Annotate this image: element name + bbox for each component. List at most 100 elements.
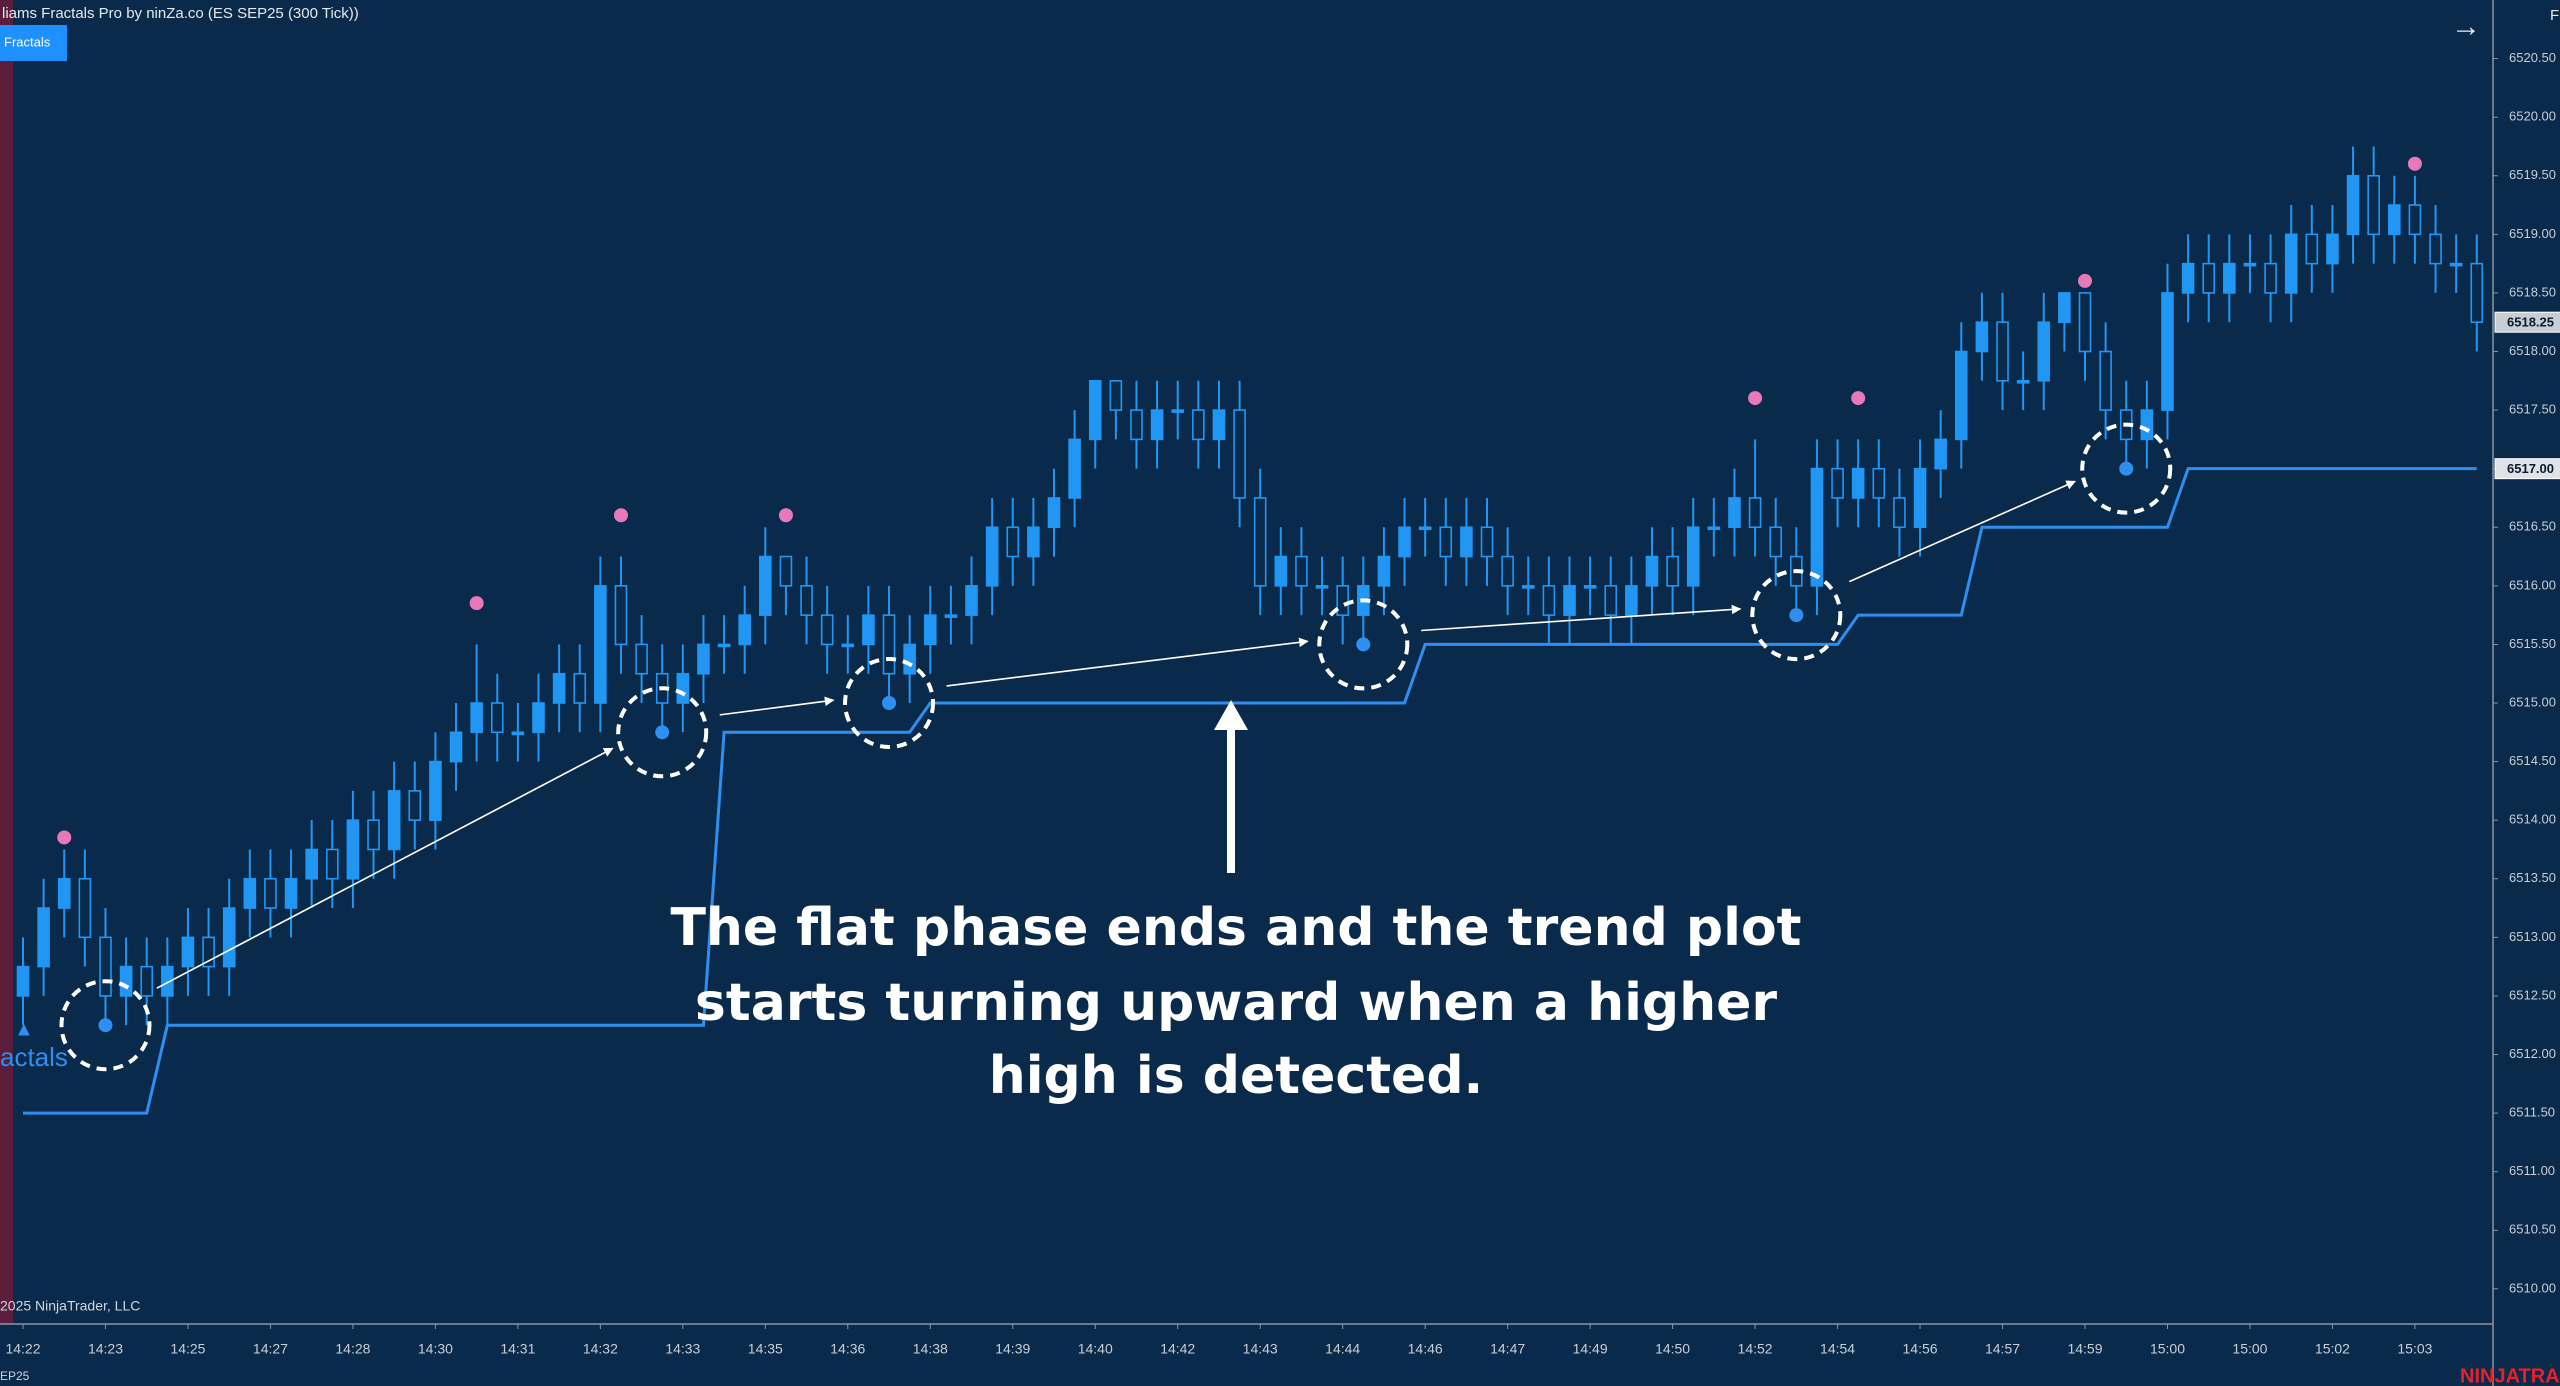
fractal-high (778, 508, 793, 523)
candle-body (2305, 233, 2319, 265)
candle-body (1253, 497, 1267, 587)
candle-body (202, 936, 215, 968)
candle-body (346, 819, 360, 880)
x-tick-label: 15:00 (2150, 1341, 2185, 1357)
candle-body (1171, 409, 1185, 413)
price-marker (2494, 458, 2560, 480)
annotation-line: The flat phase ends and the trend plot (670, 898, 1801, 958)
highlight-circle (616, 686, 709, 779)
left-strip (0, 0, 13, 1324)
candle-body (1130, 409, 1143, 441)
fractal-low (2119, 461, 2134, 476)
candle-body (1109, 379, 1123, 411)
x-tick-label: 14:22 (5, 1341, 40, 1357)
candle-body (1274, 555, 1288, 587)
candle-body (1295, 555, 1308, 587)
y-tick-label: 6514.50 (2509, 753, 2556, 768)
x-tick-label: 14:27 (253, 1341, 288, 1357)
x-tick-label: 15:03 (2397, 1341, 2432, 1357)
candle-body (1501, 555, 1514, 587)
candle-body (1728, 497, 1741, 529)
x-tick-label: 14:47 (1490, 1341, 1525, 1357)
highlight-circle (1317, 598, 1410, 691)
y-tick-label: 6514.00 (2509, 812, 2556, 827)
fractal-high (1748, 391, 1763, 406)
candle-body (1996, 321, 2009, 382)
candle-body (759, 555, 772, 616)
x-tick-label: 14:59 (2067, 1341, 2102, 1357)
candle-body (243, 877, 257, 909)
fractal-high (2407, 156, 2422, 171)
y-tick-label: 6518.00 (2509, 343, 2556, 358)
candle-body (305, 848, 318, 880)
y-tick-label: 6510.00 (2509, 1280, 2556, 1295)
x-tick-label: 14:43 (1243, 1341, 1278, 1357)
candle-body (532, 702, 545, 734)
candle-body (1851, 467, 1865, 499)
fractal-high (2078, 273, 2092, 288)
fractals-button[interactable] (0, 25, 67, 61)
y-tick-label: 6516.50 (2509, 519, 2556, 534)
candle-body (1913, 467, 1927, 529)
x-tick-label: 14:44 (1325, 1341, 1360, 1357)
candle-body (965, 585, 978, 616)
candle-body (2016, 379, 2030, 384)
annotation-line: starts turning upward when a higher (695, 973, 1778, 1033)
y-tick-label: 6515.50 (2509, 636, 2556, 651)
annotation-arrow (1421, 604, 1742, 632)
candle-body (635, 643, 648, 675)
candle-body (222, 907, 236, 968)
y-tick-label: 6511.00 (2509, 1163, 2555, 1178)
candle-body (140, 965, 154, 997)
button-label[interactable]: Fractals (4, 34, 51, 49)
candle-body (573, 672, 587, 704)
candle-body (264, 877, 277, 909)
fractal-high (57, 830, 72, 845)
candle-body (2243, 262, 2257, 267)
y-tick-label: 6513.00 (2509, 929, 2556, 944)
candle-body (903, 643, 916, 675)
highlight-circle (1750, 569, 1843, 662)
x-tick-label: 14:54 (1820, 1341, 1855, 1357)
candle-body (99, 936, 112, 997)
candle-body (1233, 409, 1246, 499)
candle-body (1006, 526, 1020, 558)
fractal-high (613, 508, 628, 523)
highlight-circle (59, 979, 152, 1072)
x-tick-label: 14:35 (748, 1341, 783, 1357)
candle-body (408, 790, 422, 821)
candle-body (1604, 585, 1618, 616)
x-tick-label: 14:30 (418, 1341, 453, 1357)
highlight-circle (2080, 422, 2173, 515)
candle-body (1398, 526, 1411, 558)
candle-body (676, 672, 690, 704)
x-tick-label: 14:39 (995, 1341, 1030, 1357)
candle-body (1769, 526, 1782, 558)
candle-body (2326, 233, 2339, 265)
legend-label: actals (0, 1042, 68, 1072)
x-tick-label: 14:38 (913, 1341, 948, 1357)
candle-body (470, 702, 483, 734)
candle-body (511, 731, 525, 736)
candle-body (944, 614, 958, 618)
x-tick-label: 14:40 (1078, 1341, 1113, 1357)
candle-body (1336, 585, 1349, 616)
candle-body (2408, 204, 2422, 236)
candle-body (1583, 585, 1597, 589)
corner-text: F (2550, 7, 2559, 24)
price-marker-label: 6517.00 (2507, 461, 2554, 476)
nav-arrow[interactable]: → (2451, 10, 2481, 43)
candle-body (1418, 526, 1432, 531)
candle-body (284, 877, 298, 909)
candle-body (1480, 526, 1494, 558)
x-tick-label: 14:57 (1985, 1341, 2020, 1357)
candle-body (2223, 262, 2236, 294)
candle-body (985, 526, 999, 587)
candle-body (2470, 262, 2484, 324)
y-tick-label: 6517.50 (2509, 402, 2556, 417)
candle-body (1625, 585, 1638, 616)
candle-body (1893, 497, 1906, 529)
fractal-low (882, 696, 897, 711)
candle-body (2367, 174, 2380, 236)
candle-body (1810, 467, 1824, 587)
